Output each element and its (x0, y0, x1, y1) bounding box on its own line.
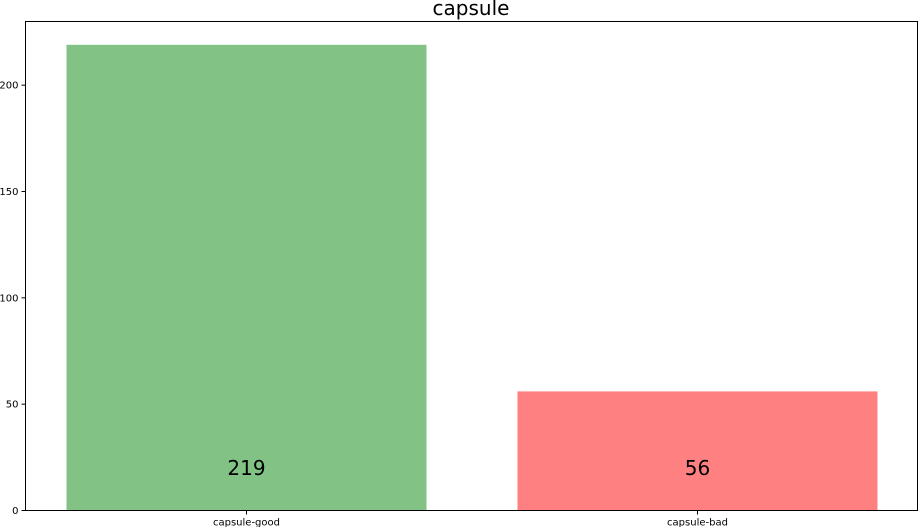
chart-title: capsule (433, 0, 510, 20)
value-labels-group: 219 56 (227, 456, 710, 480)
y-tick-label-200: 200 (0, 81, 19, 92)
y-tick-label-150: 150 (0, 187, 19, 198)
value-label-capsule-good: 219 (227, 456, 265, 480)
bars-group (66, 44, 878, 511)
value-label-capsule-bad: 56 (685, 456, 710, 480)
y-tick-label-50: 50 (6, 400, 19, 411)
x-tick-label-capsule-bad: capsule-bad (667, 518, 728, 527)
y-tick-label-100: 100 (0, 293, 19, 304)
x-tick-label-capsule-good: capsule-good (213, 518, 280, 527)
y-tick-label-0: 0 (12, 506, 18, 517)
bar-capsule-bad (517, 391, 878, 511)
x-axis: capsule-good capsule-bad (213, 510, 728, 527)
bar-capsule-good (66, 44, 427, 511)
y-axis: 0 50 100 150 200 (0, 81, 26, 517)
